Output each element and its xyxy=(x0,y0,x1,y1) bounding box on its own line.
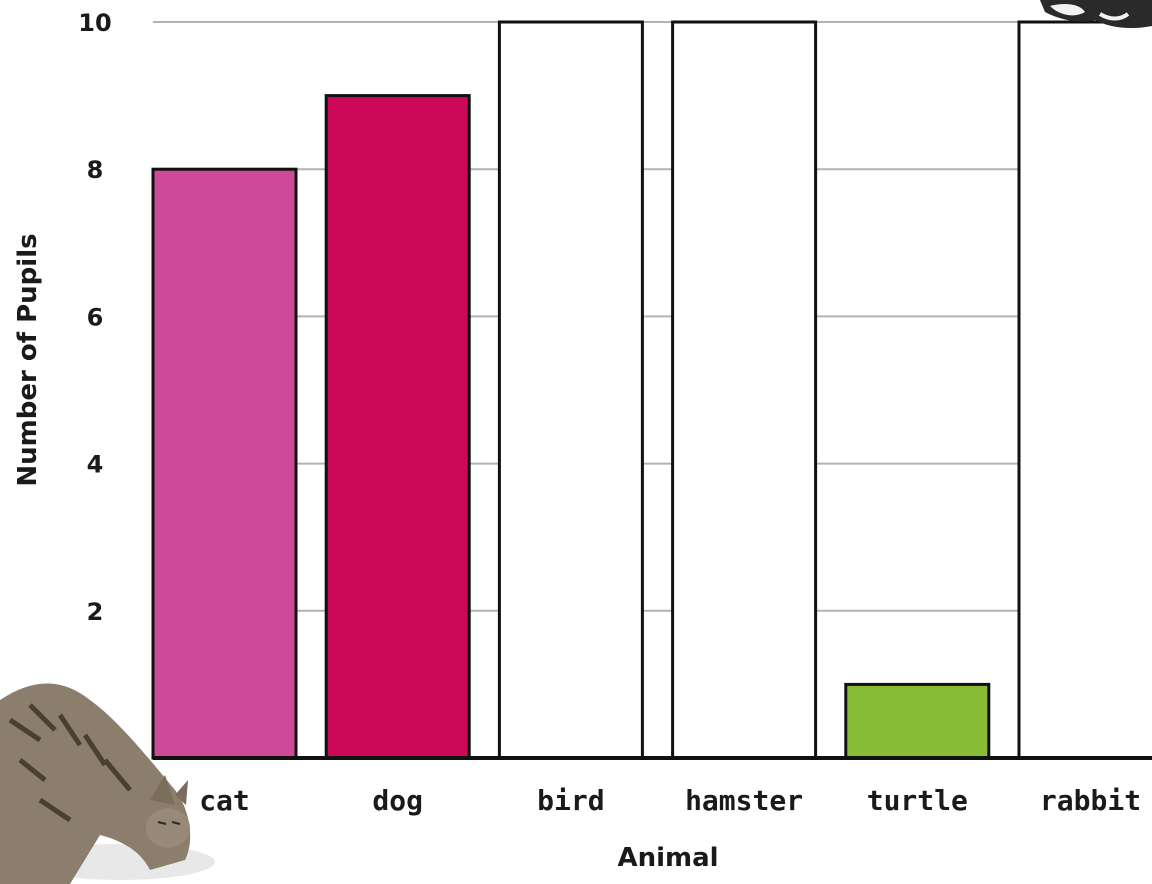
bar-dog xyxy=(324,94,471,760)
bar-cat xyxy=(151,167,298,760)
x-tick-label-dog: dog xyxy=(372,784,423,817)
bar-rabbit xyxy=(1017,20,1152,760)
bar-hamster xyxy=(671,20,818,760)
labels: cat dog bird hamster turtle rabbit 2 4 6 8 10 Numbe… xyxy=(13,9,1141,873)
y-axis-title: Number of Pupils xyxy=(13,233,43,486)
bar-turtle xyxy=(844,682,991,760)
bar-bird xyxy=(497,20,644,760)
y-tick-label-6: 6 xyxy=(87,303,104,331)
y-tick-label-10: 10 xyxy=(78,9,111,37)
gridlines xyxy=(153,21,1152,612)
x-tick-label-hamster: hamster xyxy=(685,784,803,817)
tabby-cat-illustration xyxy=(0,683,215,884)
x-tick-label-cat: cat xyxy=(199,784,250,817)
black-white-cat-illustration xyxy=(1040,0,1152,28)
x-tick-label-rabbit: rabbit xyxy=(1040,784,1141,817)
x-tick-label-bird: bird xyxy=(537,784,604,817)
x-axis-title: Animal xyxy=(617,843,718,873)
y-tick-label-4: 4 xyxy=(87,451,104,479)
x-tick-label-turtle: turtle xyxy=(867,784,968,817)
y-tick-label-8: 8 xyxy=(87,156,104,184)
bars xyxy=(151,20,1152,760)
y-tick-label-2: 2 xyxy=(87,598,104,626)
